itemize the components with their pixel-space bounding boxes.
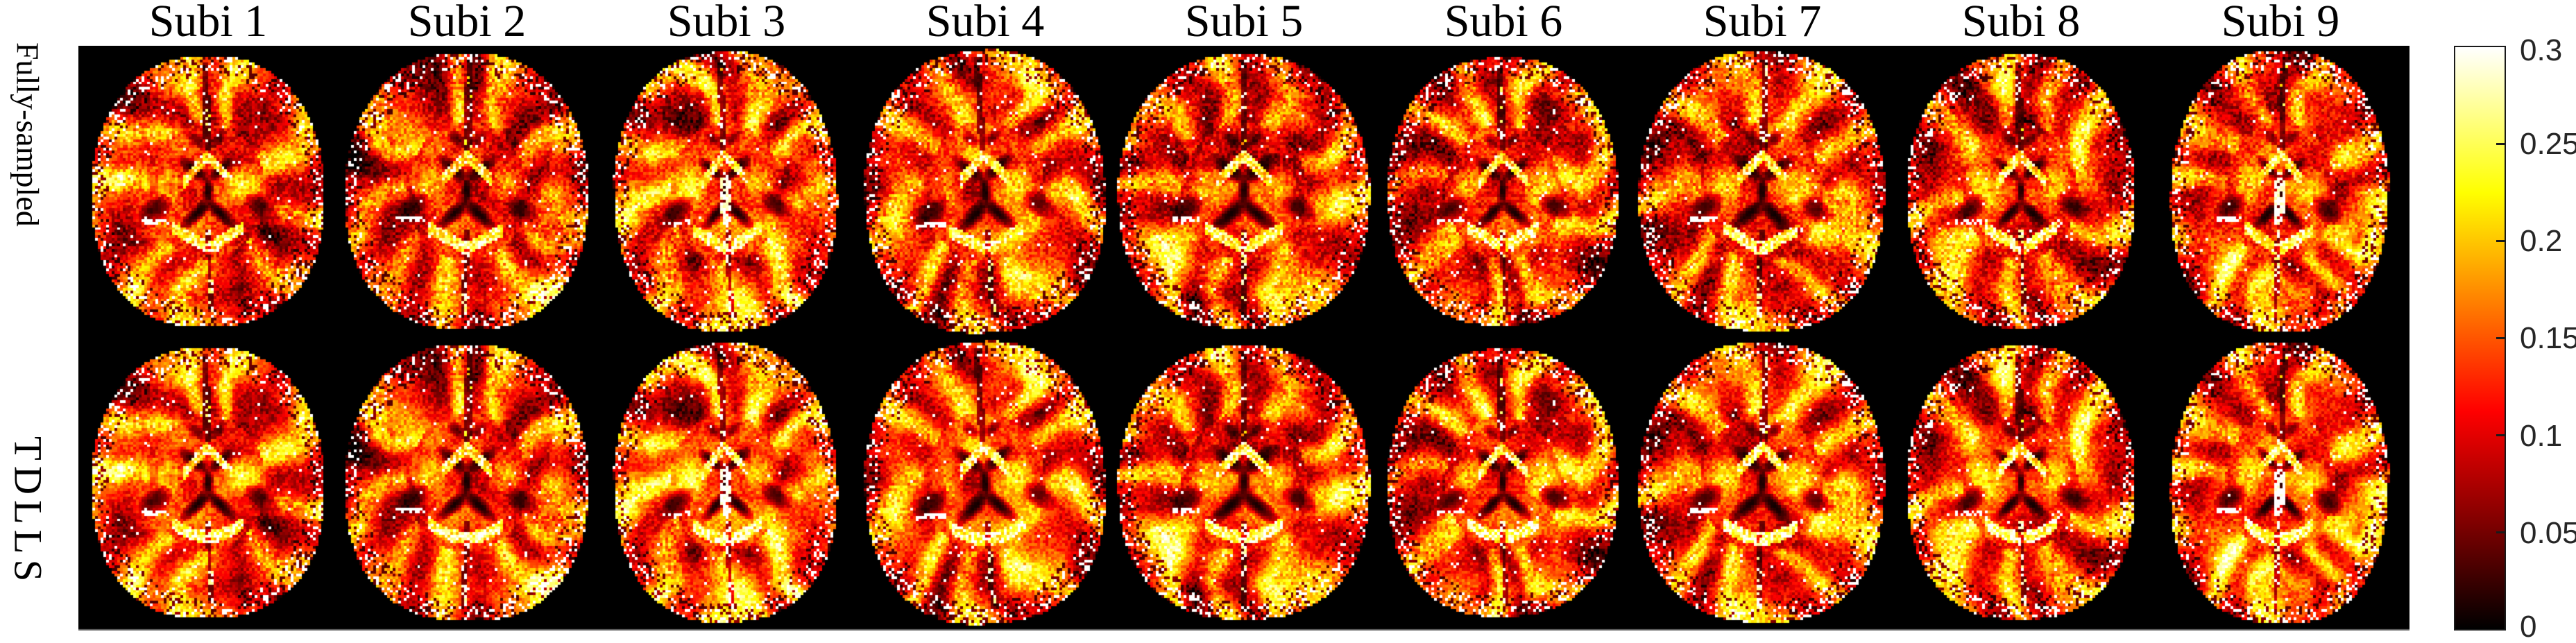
column-header-7: Subi 7 [1703, 0, 1822, 46]
colorbar-tick-label: 0.05 [2520, 516, 2576, 550]
row-label-fully-sampled: Fully-sampled [3, 42, 53, 228]
colorbar-tick-label: 0.25 [2520, 127, 2576, 161]
colorbar-tick [2496, 143, 2506, 145]
column-header-4: Subi 4 [926, 0, 1045, 46]
colorbar-tick-label: 0.2 [2520, 224, 2563, 258]
row-label-tdlls: TDLLS [3, 431, 53, 592]
colorbar-tick [2496, 337, 2506, 339]
colorbar [2454, 46, 2506, 631]
colorbar-tick [2496, 434, 2506, 436]
colorbar-tick-label: 0 [2520, 610, 2537, 643]
column-header-2: Subi 2 [407, 0, 527, 46]
colorbar-tick [2496, 240, 2506, 242]
column-header-5: Subi 5 [1184, 0, 1304, 46]
column-header-1: Subi 1 [148, 0, 268, 46]
column-header-3: Subi 3 [667, 0, 786, 46]
brain-image-grid [78, 46, 2409, 631]
colorbar-tick-label: 0.3 [2520, 33, 2563, 67]
column-header-9: Subi 9 [2221, 0, 2340, 46]
row-label-tdlls-text: TDLLS [6, 436, 50, 588]
colorbar-tick-label: 0.1 [2520, 419, 2563, 453]
column-header-8: Subi 8 [1961, 0, 2081, 46]
column-header-6: Subi 6 [1444, 0, 1563, 46]
colorbar-tick-label: 0.15 [2520, 321, 2576, 355]
row-label-fully-sampled-text: Fully-sampled [10, 42, 46, 227]
colorbar-tick [2496, 531, 2506, 533]
